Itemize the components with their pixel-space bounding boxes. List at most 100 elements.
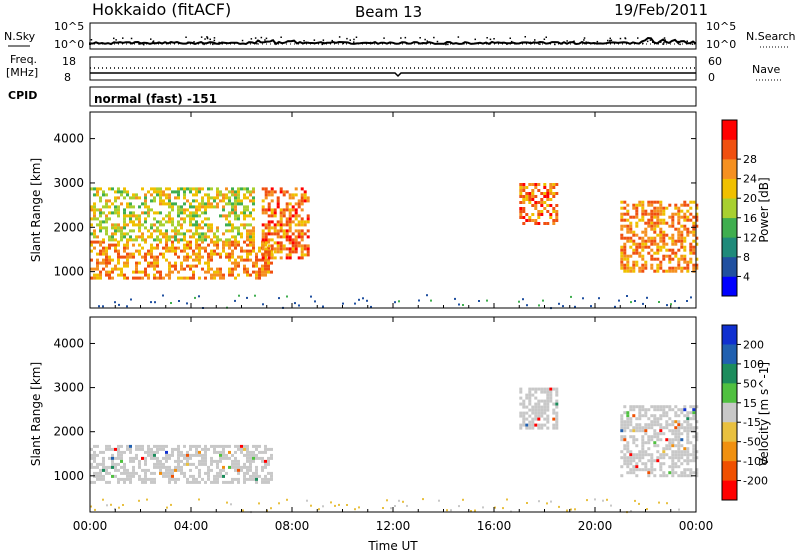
velocity-noise-cell [474,509,476,512]
power-echo-cell [183,208,186,212]
velocity-echo-cell [261,456,264,460]
power-echo-cell [531,198,535,201]
power-echo-cell [306,199,310,203]
velocity-echo-cell [695,405,699,409]
power-echo-cell [653,224,657,228]
velocity-echo-cell [662,471,666,475]
velocity-echo-cell [519,423,523,427]
velocity-echo-cell [680,444,684,448]
velocity-echo-cell [692,411,696,415]
power-echo-cell [620,248,624,252]
power-echo-cell [237,226,240,230]
velocity-echo-cell [626,462,630,466]
velocity-echo-cell [246,456,249,460]
power-echo-cell [117,267,120,271]
power-echo-cell [129,238,132,242]
power-echo-cell [300,208,304,212]
power-echo-cell [225,240,228,244]
power-echo-cell [189,255,192,259]
power-echo-cell [186,214,189,218]
power-echo-cell [105,252,108,256]
power-echo-cell [165,202,168,206]
velocity-echo-cell [546,390,550,394]
power-echo-cell [237,187,240,191]
power-echo-cell [279,226,283,230]
velocity-echo-cell [108,480,111,484]
power-echo-cell [105,246,108,250]
velocity-echo-cell [686,462,690,466]
power-echo-cell [689,257,693,261]
power-echo-cell [195,214,198,218]
velocity-echo-cell [267,459,270,463]
power-echo-cell [126,255,129,259]
velocity-echo-cell [222,480,225,484]
power-echo-cell [123,276,126,280]
velocity-echo-cell [647,435,651,439]
power-echo-cell [162,193,165,197]
power-echo-cell [279,250,283,254]
nsky-point [206,36,208,38]
power-echo-cell [198,235,201,239]
velocity-echo-cell [692,417,696,421]
velocity-echo-cell [252,453,255,457]
velocity-echo-cell [644,411,648,415]
power-echo-cell [159,252,162,256]
power-echo-cell [294,235,298,239]
power-noise-cell [370,305,372,308]
power-echo-cell [255,276,258,280]
velocity-echo-cell [135,456,138,460]
power-echo-cell [255,255,258,259]
power-echo-cell [677,206,681,210]
power-echo-cell [261,199,265,203]
power-echo-cell [198,208,201,212]
nsky-point [185,36,187,38]
power-echo-cell [234,261,237,265]
power-echo-cell [240,211,243,215]
power-noise-cell [486,299,488,302]
power-echo-cell [159,223,162,227]
power-echo-cell [162,217,165,221]
power-echo-cell [171,202,174,206]
velocity-echo-cell [632,429,636,433]
power-echo-cell [123,246,126,250]
velocity-echo-cell [189,468,192,472]
power-echo-cell [222,199,225,203]
power-echo-cell [620,200,624,204]
velocity-echo-cell [689,468,693,472]
velocity-echo-cell [674,465,678,469]
power-echo-cell [105,217,108,221]
velocity-echo-cell [192,480,195,484]
power-echo-cell [102,258,105,262]
power-echo-cell [192,223,195,227]
power-noise-cell [690,296,692,299]
power-echo-cell [623,251,627,255]
velocity-echo-cell [641,450,645,454]
power-echo-cell [662,221,666,225]
velocity-noise-cell [226,501,228,504]
velocity-echo-cell [249,459,252,463]
power-echo-cell [105,205,108,209]
velocity-echo-cell [635,468,639,472]
velocity-echo-cell [555,417,559,421]
velocity-echo-cell [144,471,147,475]
power-echo-cell [264,243,267,247]
power-echo-cell [689,251,693,255]
power-echo-cell [231,205,234,209]
velocity-echo-cell [156,447,159,451]
velocity-noise-cell [550,500,552,503]
power-echo-cell [267,264,270,268]
velocity-echo-cell [189,462,192,466]
velocity-noise-cell [606,498,608,501]
power-echo-cell [108,261,111,265]
power-echo-cell [623,224,627,228]
velocity-echo-cell [174,465,177,469]
velocity-echo-cell [108,471,111,475]
velocity-echo-cell [117,477,120,481]
power-echo-cell [108,235,111,239]
velocity-echo-cell [525,423,529,427]
velocity-echo-cell [255,477,258,481]
velocity-echo-cell [264,480,267,484]
power-echo-cell [111,235,114,239]
power-echo-cell [246,270,249,274]
power-echo-cell [288,220,292,224]
